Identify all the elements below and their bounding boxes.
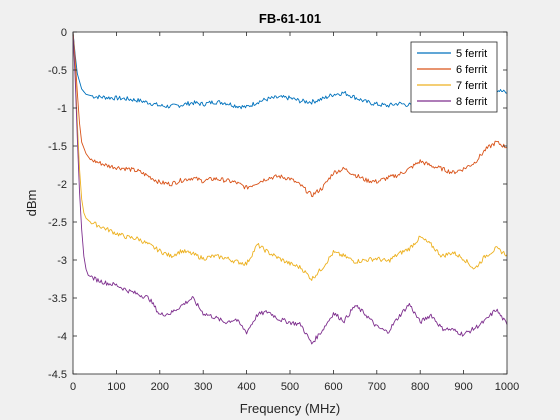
x-tick-label: 500 bbox=[281, 381, 299, 393]
y-tick-label: -2 bbox=[57, 179, 67, 191]
y-tick-label: -0.5 bbox=[48, 65, 67, 77]
legend: 5 ferrit 6 ferrit 7 ferrit 8 ferrit bbox=[410, 41, 498, 113]
legend-entry: 8 ferrit bbox=[456, 96, 487, 108]
series-line-3 bbox=[72, 31, 508, 281]
chart-title: FB-61-101 bbox=[259, 11, 321, 26]
legend-box bbox=[410, 41, 498, 113]
x-tick-label: 0 bbox=[70, 381, 76, 393]
series-line-4 bbox=[72, 31, 508, 345]
y-tick-label: -3.5 bbox=[48, 293, 67, 305]
x-tick-label: 600 bbox=[324, 381, 342, 393]
legend-entry: 7 ferrit bbox=[456, 80, 487, 92]
y-tick-label: -4 bbox=[57, 331, 67, 343]
x-tick-label: 900 bbox=[454, 381, 472, 393]
y-tick-label: 0 bbox=[61, 27, 67, 39]
x-axis-label: Frequency (MHz) bbox=[240, 401, 340, 416]
legend-entry: 5 ferrit bbox=[456, 48, 487, 60]
x-tick-label: 100 bbox=[107, 381, 125, 393]
y-tick-label: -2.5 bbox=[48, 217, 67, 229]
x-tick-label: 800 bbox=[411, 381, 429, 393]
x-tick-label: 1000 bbox=[495, 381, 519, 393]
y-tick-label: -3 bbox=[57, 255, 67, 267]
axes-layer: 0 100 200 300 400 500 600 700 800 900 1000 0 -0.5 -1 -… bbox=[48, 27, 519, 393]
x-tick-label: 400 bbox=[237, 381, 255, 393]
y-axis-label: dBm bbox=[24, 190, 39, 217]
series-line-2 bbox=[72, 31, 508, 198]
y-tick-label: -1.5 bbox=[48, 141, 67, 153]
x-tick-label: 200 bbox=[151, 381, 169, 393]
x-tick-label: 700 bbox=[368, 381, 386, 393]
y-tick-label: -1 bbox=[57, 103, 67, 115]
y-tick-label: -4.5 bbox=[48, 369, 67, 381]
x-tick-label: 300 bbox=[194, 381, 212, 393]
legend-entry: 6 ferrit bbox=[456, 64, 487, 76]
